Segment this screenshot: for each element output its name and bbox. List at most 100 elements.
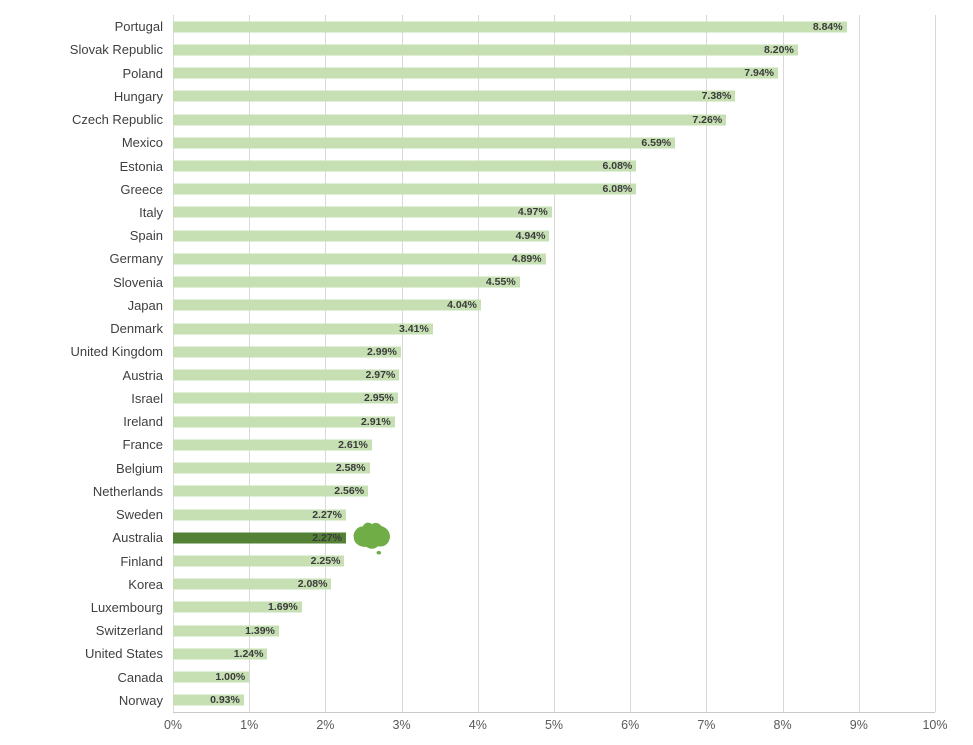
- value-label: 4.55%: [485, 276, 516, 289]
- x-tick-label: 1%: [240, 718, 259, 732]
- chart-row: Slovak Republic 8.20%: [0, 38, 935, 61]
- category-label: Korea: [128, 576, 163, 592]
- chart-row: Greece 6.08%: [0, 178, 935, 201]
- value-label: 2.61%: [338, 438, 368, 451]
- chart-row: Finland 2.25%: [0, 549, 935, 572]
- chart-row: Japan 4.04%: [0, 294, 935, 317]
- plot-area: Portugal 8.84% Slovak Republic 8.20% Poland 7…: [0, 15, 935, 712]
- bar: [173, 114, 727, 126]
- bar: [173, 137, 676, 149]
- category-label: Czech Republic: [71, 112, 163, 128]
- category-label: United States: [84, 646, 163, 662]
- category-label: Poland: [122, 65, 163, 81]
- category-label: Slovenia: [113, 274, 163, 290]
- category-label: Mexico: [121, 135, 163, 151]
- category-label: Switzerland: [95, 623, 163, 639]
- bar-track: 6.08%: [173, 154, 935, 177]
- bar-track: 1.00%: [173, 666, 935, 689]
- x-tick-label: 7%: [697, 718, 716, 732]
- bar: [173, 276, 520, 288]
- chart-row: Canada 1.00%: [0, 666, 935, 689]
- bar-track: 1.69%: [173, 596, 935, 619]
- gridline: [858, 15, 860, 712]
- bar-track: 4.55%: [173, 271, 935, 294]
- bar-track: 7.38%: [173, 85, 935, 108]
- category-label: Norway: [118, 692, 163, 708]
- value-label: 8.84%: [812, 20, 843, 33]
- bar: [173, 299, 481, 311]
- value-label: 1.24%: [233, 647, 264, 660]
- bar: [173, 206, 552, 218]
- x-tick-label: 0%: [163, 718, 183, 732]
- chart-row: Korea 2.08%: [0, 573, 935, 596]
- chart-row: Slovenia 4.55%: [0, 271, 935, 294]
- bar: [173, 21, 847, 33]
- gridline: [249, 15, 251, 712]
- value-label: 7.26%: [692, 113, 723, 126]
- value-label: 6.08%: [602, 160, 633, 173]
- chart-row: Poland 7.94%: [0, 61, 935, 84]
- x-tick-label: 2%: [316, 718, 335, 732]
- chart-row: Belgium 2.58%: [0, 456, 935, 479]
- bar-track: 2.97%: [173, 364, 935, 387]
- value-label: 1.39%: [245, 624, 275, 637]
- chart-row: Czech Republic 7.26%: [0, 108, 935, 131]
- bar-track: 3.41%: [173, 317, 935, 340]
- bar-track: 8.84%: [173, 15, 935, 38]
- gridline: [401, 15, 403, 712]
- bar-track: 2.61%: [173, 433, 935, 456]
- value-label: 3.41%: [399, 322, 429, 335]
- bar: [173, 160, 637, 172]
- bar: [173, 67, 779, 79]
- category-label: Luxembourg: [90, 599, 163, 615]
- bar-track: 2.27%: [173, 503, 935, 526]
- value-label: 4.94%: [515, 229, 546, 242]
- bar-track: 2.99%: [173, 340, 935, 363]
- chart-row: Australia 2.27%: [0, 522, 935, 555]
- bar-track: 6.08%: [173, 178, 935, 201]
- bar-track: 1.39%: [173, 619, 935, 642]
- gridline: [477, 15, 479, 712]
- bar-track: 8.20%: [173, 38, 935, 61]
- x-axis: 0% 1% 2% 3% 4% 5% 6% 7% 8% 9% 10%: [164, 718, 948, 738]
- category-label: Finland: [120, 553, 163, 569]
- bar: [173, 694, 244, 706]
- bar: [173, 462, 370, 474]
- bar-track: 2.58%: [173, 456, 935, 479]
- bar: [173, 323, 433, 335]
- category-label: United Kingdom: [70, 344, 164, 360]
- value-label: 1.69%: [267, 601, 298, 614]
- bar-track: 2.91%: [173, 410, 935, 433]
- bar-track: 2.27%: [173, 522, 935, 555]
- category-label: Austria: [122, 367, 163, 383]
- bar-track: 1.24%: [173, 642, 935, 665]
- bar-highlight: [173, 532, 346, 544]
- category-label: Belgium: [116, 460, 163, 476]
- value-label: 2.56%: [334, 485, 365, 498]
- chart-row: France 2.61%: [0, 433, 935, 456]
- chart-row: Austria 2.97%: [0, 364, 935, 387]
- bar-track: 6.59%: [173, 131, 935, 154]
- bar: [173, 44, 798, 56]
- bar: [173, 392, 398, 404]
- bar-track: 4.04%: [173, 294, 935, 317]
- x-tick-label: 5%: [544, 718, 564, 732]
- bar: [173, 253, 546, 265]
- bar-track: 2.25%: [173, 549, 935, 572]
- x-tick-label: 10%: [922, 718, 948, 732]
- chart-row: Germany 4.89%: [0, 247, 935, 270]
- value-label: 6.59%: [641, 136, 672, 149]
- bar: [173, 625, 279, 637]
- chart-row: Sweden 2.27%: [0, 503, 935, 526]
- chart-row: United Kingdom 2.99%: [0, 340, 935, 363]
- bar: [173, 90, 736, 102]
- gridline: [782, 15, 784, 712]
- chart-row: Luxembourg 1.69%: [0, 596, 935, 619]
- category-label: Netherlands: [92, 483, 163, 499]
- chart-row: Norway 0.93%: [0, 689, 935, 712]
- bar-track: 2.95%: [173, 387, 935, 410]
- bar-track: 0.93%: [173, 689, 935, 712]
- category-label: Canada: [117, 669, 163, 685]
- gridline: [706, 15, 708, 712]
